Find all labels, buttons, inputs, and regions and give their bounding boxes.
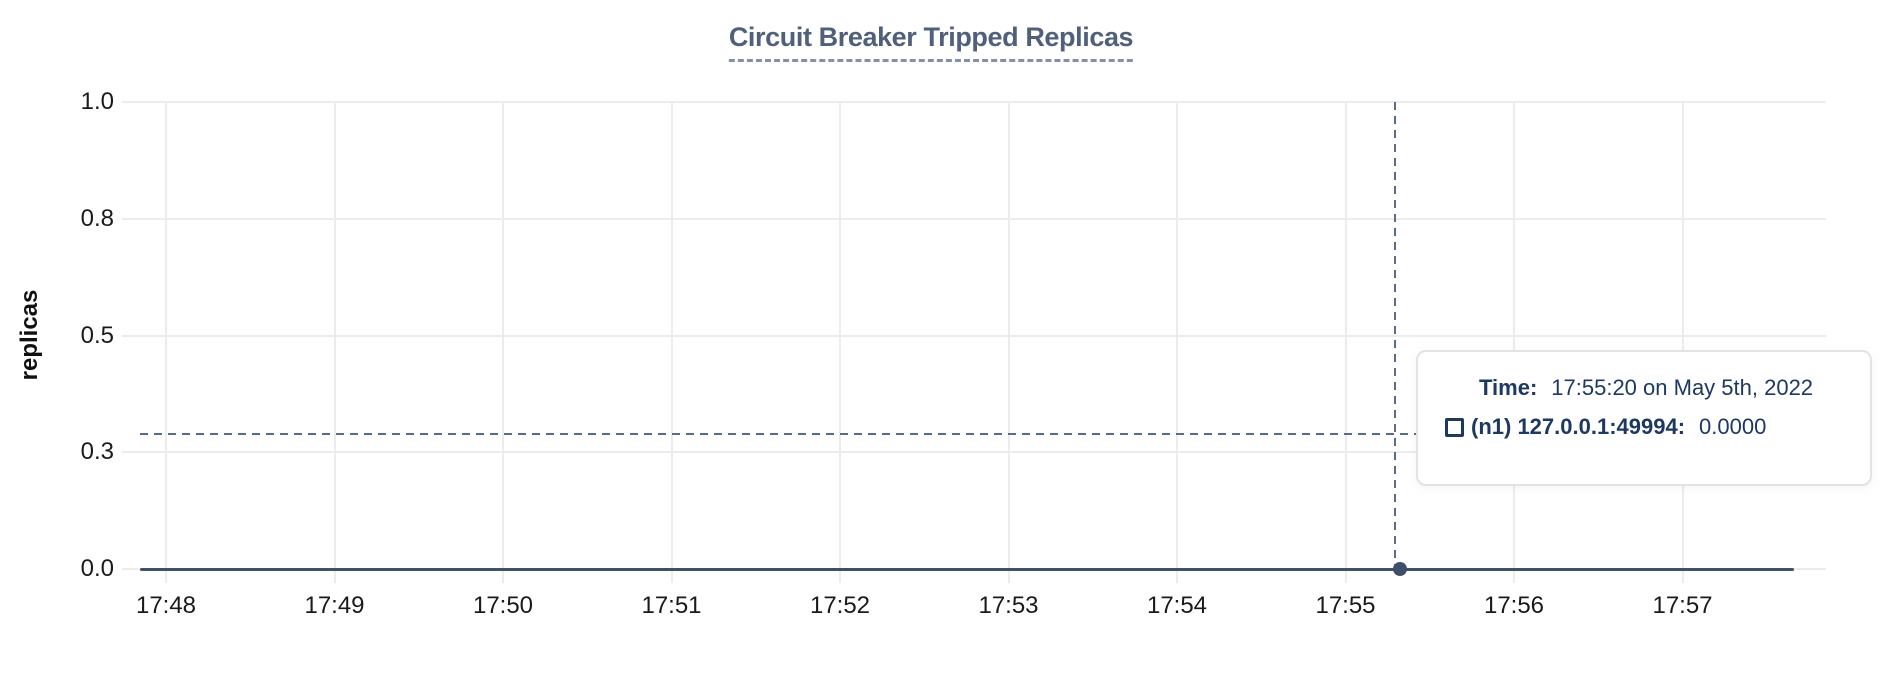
x-tick-label: 17:54 — [1146, 592, 1208, 619]
tooltip-series-label: (n1) 127.0.0.1:49994: — [1471, 414, 1686, 439]
series-line — [140, 567, 1794, 571]
x-gridline — [670, 102, 673, 583]
y-tick-label: 0.3 — [80, 438, 114, 466]
y-tick — [122, 101, 140, 103]
y-tick — [122, 217, 140, 220]
x-tick-label: 17:56 — [1483, 592, 1545, 619]
x-gridline — [1176, 102, 1178, 583]
x-gridline — [333, 102, 336, 583]
x-gridline — [502, 102, 504, 583]
y-tick-label: 0.8 — [80, 204, 114, 232]
x-tick-label: 17:50 — [472, 592, 534, 619]
x-gridline — [839, 102, 841, 583]
tooltip-series-value: 0.0000 — [1699, 414, 1767, 439]
x-tick-label: 17:53 — [978, 592, 1039, 619]
x-gridline — [1007, 102, 1010, 583]
y-tick — [122, 568, 140, 570]
tooltip-time-label: Time: — [1479, 375, 1538, 400]
y-gridline — [140, 451, 1826, 454]
tooltip-time-value: 17:55:20 on May 5th, 2022 — [1551, 375, 1814, 400]
tooltip-time-row: Time: 17:55:20 on May 5th, 2022 — [1479, 375, 1870, 401]
x-gridline — [1344, 102, 1347, 583]
x-gridline — [165, 102, 167, 583]
x-tick-label: 17:55 — [1315, 592, 1376, 619]
y-gridline — [140, 101, 1826, 103]
y-tick — [122, 334, 140, 337]
x-tick-label: 17:51 — [641, 592, 702, 619]
y-tick — [122, 451, 140, 454]
y-tick-label: 1.0 — [80, 88, 114, 115]
x-tick-label: 17:49 — [304, 592, 365, 619]
data-point-dot — [1393, 562, 1407, 576]
series-marker-icon — [1445, 417, 1464, 437]
tooltip-series-row: (n1) 127.0.0.1:49994: 0.0000 — [1445, 414, 1870, 440]
x-tick-label: 17:57 — [1652, 592, 1713, 619]
x-gridline — [1513, 102, 1515, 583]
y-gridline — [140, 217, 1826, 220]
crosshair-horizontal-line — [140, 433, 1418, 435]
chart-title: Circuit Breaker Tripped Replicas — [728, 22, 1134, 62]
x-tick-label: 17:52 — [809, 592, 871, 619]
y-tick-label: 0.0 — [80, 555, 114, 582]
x-tick-label: 17:48 — [135, 592, 197, 619]
crosshair-vertical-line — [1394, 102, 1396, 569]
y-tick-label: 0.5 — [80, 321, 114, 349]
tooltip: Time: 17:55:20 on May 5th, 2022 (n1) 127… — [1416, 350, 1872, 486]
y-gridline — [140, 334, 1826, 337]
x-gridline — [1681, 102, 1684, 583]
